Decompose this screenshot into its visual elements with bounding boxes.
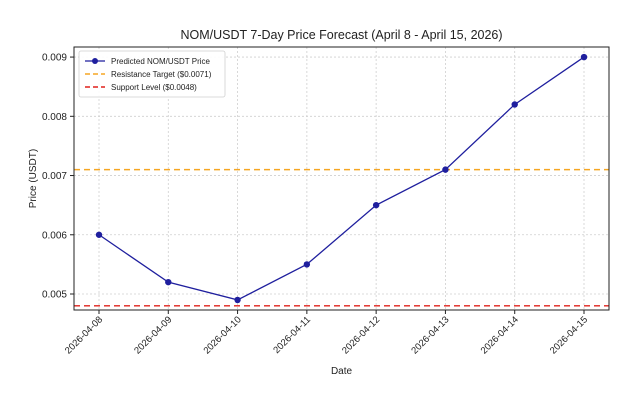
x-tick-label: 2026-04-14 xyxy=(479,314,521,356)
data-point xyxy=(442,166,449,173)
data-point xyxy=(234,296,241,304)
reference-lines xyxy=(74,168,609,307)
legend-box xyxy=(78,50,226,98)
data-point xyxy=(165,278,172,286)
series-layer xyxy=(95,53,588,304)
legend: Predicted NOM/USDT Price Resistance Targe… xyxy=(78,50,226,98)
x-tick-label: 2026-04-15 xyxy=(548,314,590,356)
x-tick-label: 2026-04-08 xyxy=(63,314,105,356)
data-point xyxy=(580,53,588,61)
legend-label: Predicted NOM/USDT Price xyxy=(111,57,211,66)
data-point xyxy=(511,101,518,108)
legend-swatch-marker xyxy=(92,58,98,64)
x-axis-label: Date xyxy=(331,366,353,377)
y-tick-label: 0.006 xyxy=(42,230,67,241)
x-tick-label: 2026-04-12 xyxy=(340,314,382,356)
y-axis-label: Price (USDT) xyxy=(28,149,39,208)
x-tick-label: 2026-04-13 xyxy=(409,314,451,356)
y-axis-ticks: 0.005 0.006 0.007 0.008 0.009 xyxy=(42,53,74,301)
x-axis-ticks: 2026-04-08 2026-04-09 2026-04-10 2026-04-11… xyxy=(63,310,590,356)
y-tick-label: 0.007 xyxy=(42,171,67,182)
y-tick-label: 0.005 xyxy=(42,290,67,301)
legend-label: Resistance Target ($0.0071) xyxy=(111,70,212,79)
x-tick-label: 2026-04-10 xyxy=(202,314,244,356)
data-point xyxy=(372,201,380,209)
y-tick-label: 0.008 xyxy=(42,112,67,123)
data-point xyxy=(95,231,103,238)
chart-title: NOM/USDT 7-Day Price Forecast (April 8 -… xyxy=(180,28,502,42)
x-tick-label: 2026-04-09 xyxy=(132,314,174,356)
x-tick-label: 2026-04-11 xyxy=(271,314,313,356)
y-tick-label: 0.009 xyxy=(42,53,67,64)
data-point xyxy=(303,261,311,268)
plot-frame xyxy=(73,46,610,311)
grid xyxy=(74,47,609,310)
series-line xyxy=(98,56,585,301)
legend-label: Support Level ($0.0048) xyxy=(111,83,197,92)
